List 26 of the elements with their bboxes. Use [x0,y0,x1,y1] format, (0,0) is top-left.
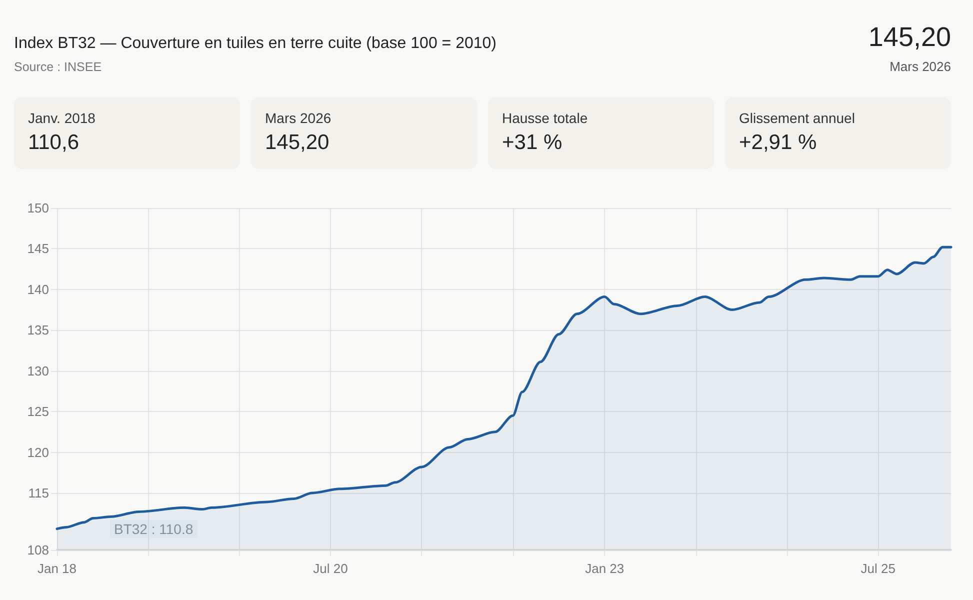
text: 145,20 [265,131,330,155]
text: Hausse totale [502,110,588,126]
x-tick-label: Jul 25 [860,561,896,576]
text: Glissement annuel [739,110,855,126]
x-tick-label: Jul 20 [313,561,348,576]
text: Mars 2026 [890,59,951,74]
text: Mars 2026 [265,110,332,126]
y-tick-label: 150 [27,200,49,216]
y-tick-label: 145 [27,241,49,256]
y-tick-label: 135 [27,322,49,338]
text: +2,91 % [739,131,817,155]
y-tick-label: 140 [27,282,49,297]
y-tick-label: 108 [27,542,49,558]
x-tick-label: Jan 18 [37,561,77,576]
y-tick-label: 120 [27,444,49,460]
source-note: Source : INSEE [14,60,102,74]
y-tick-label: 130 [27,363,49,378]
text: 110,6 [28,131,79,155]
chart-title: Index BT32 — Couverture en tuiles en terre cuite (base 100 = 2010) [14,35,496,53]
text: +31 % [502,131,562,155]
y-tick-label: 115 [28,486,49,500]
x-tick-label: Jan 23 [585,561,624,576]
annotation: BT32 : 110.8 [114,521,194,537]
y-tick-label: 125 [27,404,49,420]
text: 145,20 [868,22,951,53]
text: Janv. 2018 [28,110,96,126]
